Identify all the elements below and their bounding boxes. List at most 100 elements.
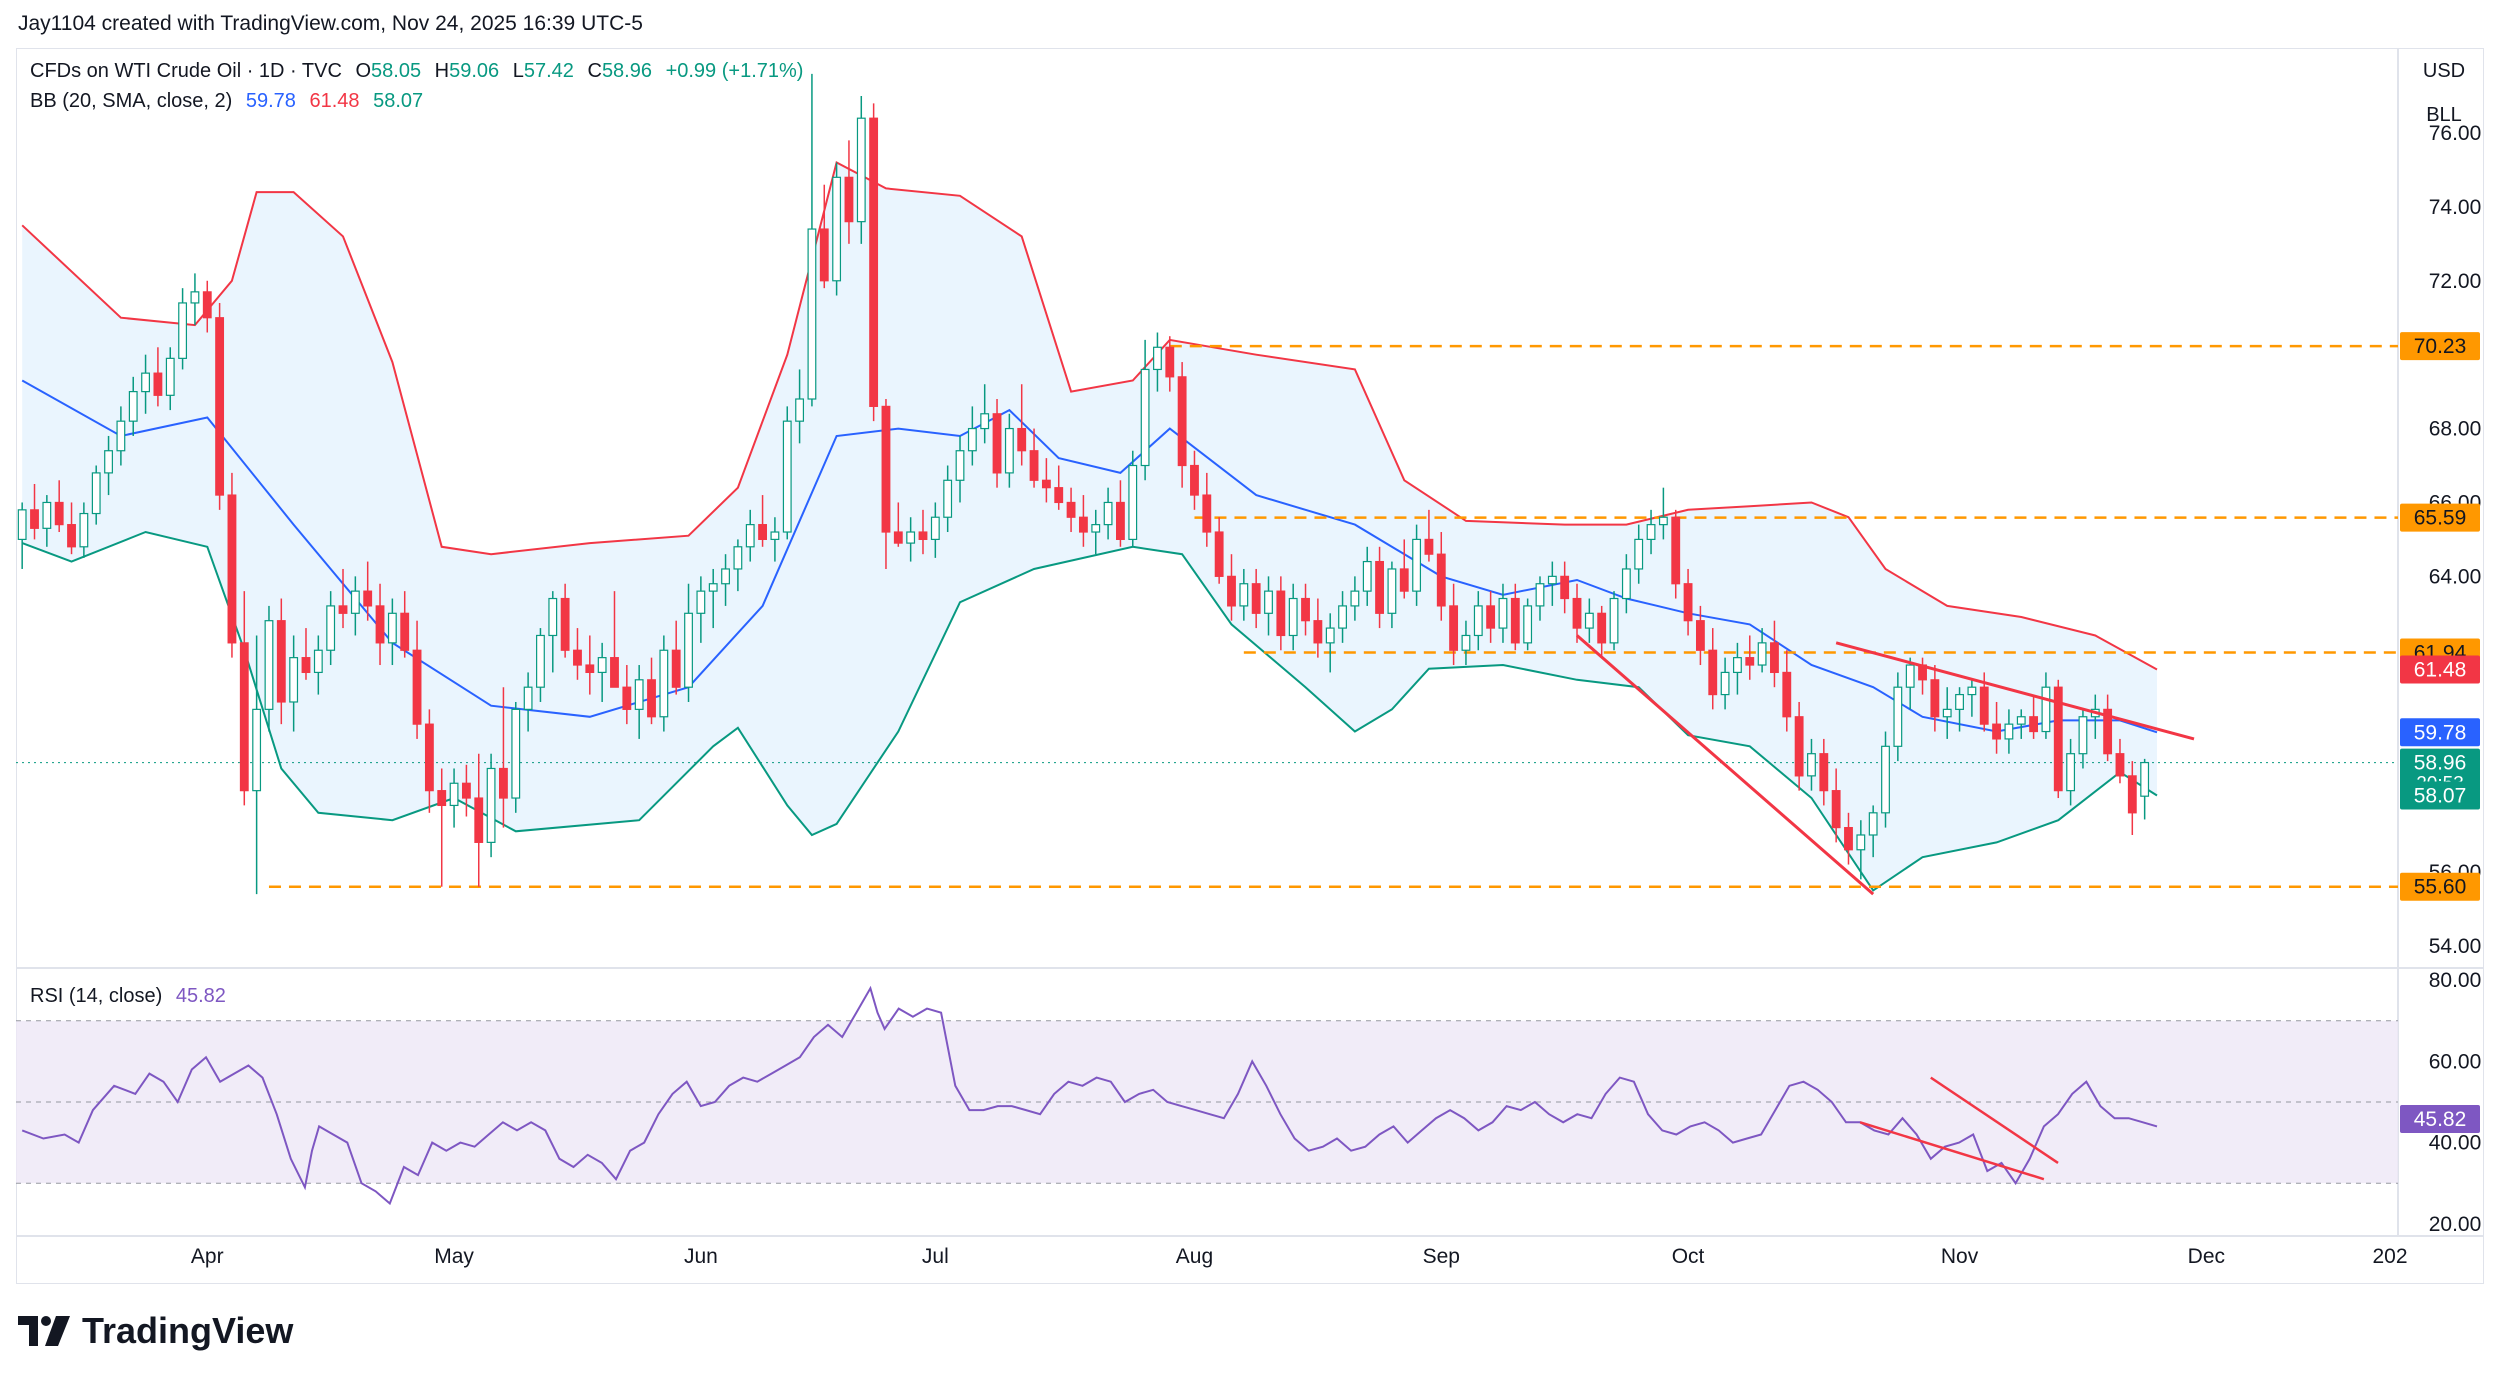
candle-body[interactable]: [1362, 560, 1372, 592]
candle-body[interactable]: [1560, 575, 1570, 600]
candle-body[interactable]: [486, 767, 496, 843]
candle-body[interactable]: [1992, 723, 2001, 740]
candle-body[interactable]: [1140, 368, 1150, 467]
candle-body[interactable]: [1017, 427, 1027, 452]
candle-body[interactable]: [128, 391, 138, 422]
candle-body[interactable]: [1473, 605, 1483, 637]
candle-body[interactable]: [1399, 568, 1409, 592]
candle-body[interactable]: [1387, 568, 1397, 614]
rsi-label[interactable]: RSI (14, close): [30, 985, 163, 1007]
candle-body[interactable]: [1955, 693, 1964, 710]
candle-body[interactable]: [622, 686, 632, 710]
candle-body[interactable]: [202, 291, 212, 319]
candle-body[interactable]: [215, 317, 225, 496]
candle-body[interactable]: [1856, 834, 1866, 851]
candle-body[interactable]: [2140, 761, 2150, 797]
candle-body[interactable]: [1116, 501, 1125, 541]
candle-body[interactable]: [2029, 716, 2039, 733]
candle-body[interactable]: [91, 472, 101, 515]
candle-body[interactable]: [708, 583, 718, 592]
candle-body[interactable]: [1128, 464, 1138, 541]
candle-body[interactable]: [795, 398, 805, 422]
candle-body[interactable]: [1807, 753, 1816, 777]
candle-body[interactable]: [1733, 657, 1742, 674]
candle-body[interactable]: [2016, 716, 2026, 725]
candle-body[interactable]: [2115, 753, 2125, 777]
candle-body[interactable]: [782, 420, 792, 533]
candle-body[interactable]: [1338, 605, 1347, 629]
candle-body[interactable]: [1597, 612, 1607, 644]
candle-body[interactable]: [671, 649, 681, 688]
candle-body[interactable]: [647, 679, 656, 718]
rsi-trendline-1[interactable]: [1930, 1076, 2059, 1164]
candle-body[interactable]: [1412, 538, 1422, 592]
candle-body[interactable]: [980, 413, 990, 430]
candle-body[interactable]: [2041, 686, 2051, 733]
candle-body[interactable]: [1683, 583, 1693, 622]
candle-body[interactable]: [1251, 583, 1261, 614]
candle-body[interactable]: [881, 405, 891, 533]
candle-body[interactable]: [190, 291, 200, 304]
candle-body[interactable]: [1054, 487, 1064, 504]
candle-body[interactable]: [1276, 590, 1286, 637]
candle-body[interactable]: [906, 531, 916, 544]
candle-body[interactable]: [955, 450, 965, 481]
candle-body[interactable]: [1658, 516, 1668, 526]
candle-body[interactable]: [2127, 775, 2137, 814]
candle-body[interactable]: [424, 723, 434, 792]
candle-body[interactable]: [1190, 464, 1199, 496]
candle-body[interactable]: [523, 686, 533, 710]
candle-body[interactable]: [869, 117, 879, 407]
candle-body[interactable]: [1572, 597, 1582, 629]
candle-body[interactable]: [696, 590, 706, 614]
bollinger-upper-line[interactable]: [21, 161, 2158, 671]
bollinger-basis-line[interactable]: [21, 379, 2158, 734]
candle-body[interactable]: [1671, 516, 1681, 585]
candle-body[interactable]: [2066, 753, 2076, 792]
candle-body[interactable]: [1214, 531, 1224, 577]
candle-body[interactable]: [733, 546, 743, 570]
candle-body[interactable]: [819, 228, 829, 282]
candle-body[interactable]: [375, 605, 385, 644]
candle-body[interactable]: [1498, 597, 1508, 629]
symbol-unit[interactable]: BLL: [2426, 104, 2462, 126]
candle-body[interactable]: [338, 605, 348, 614]
candle-body[interactable]: [1770, 642, 1779, 674]
candle-body[interactable]: [104, 450, 113, 474]
candle-body[interactable]: [659, 649, 669, 718]
candle-body[interactable]: [1066, 501, 1076, 518]
candle-body[interactable]: [1424, 538, 1434, 555]
candle-body[interactable]: [1942, 708, 1952, 718]
candle-body[interactable]: [141, 372, 150, 393]
candle-body[interactable]: [1375, 560, 1384, 614]
candle-body[interactable]: [2053, 686, 2063, 792]
candle-body[interactable]: [1905, 664, 1915, 688]
bb-label[interactable]: BB (20, SMA, close, 2): [30, 90, 233, 112]
candle-body[interactable]: [548, 597, 558, 637]
candle-body[interactable]: [832, 176, 842, 282]
candle-body[interactable]: [992, 413, 1002, 474]
candle-body[interactable]: [684, 612, 693, 688]
candle-body[interactable]: [326, 605, 336, 651]
candle-body[interactable]: [1634, 538, 1644, 570]
candle-body[interactable]: [1153, 346, 1162, 371]
candle-body[interactable]: [1868, 812, 1878, 836]
candle-body[interactable]: [807, 228, 817, 400]
candle-body[interactable]: [856, 117, 866, 223]
bollinger-lower-line[interactable]: [21, 530, 2158, 892]
candle-body[interactable]: [893, 531, 903, 544]
currency-unit[interactable]: USD: [2422, 60, 2466, 82]
candle-body[interactable]: [1523, 605, 1533, 644]
candle-body[interactable]: [400, 612, 410, 651]
candle-body[interactable]: [1202, 494, 1212, 533]
candle-body[interactable]: [2103, 708, 2113, 755]
candle-body[interactable]: [1584, 612, 1594, 629]
candle-body[interactable]: [165, 357, 175, 396]
price-trendline-2[interactable]: [1835, 641, 2195, 741]
candle-body[interactable]: [1103, 501, 1113, 526]
candle-body[interactable]: [610, 657, 619, 688]
candle-body[interactable]: [511, 708, 521, 799]
candle-body[interactable]: [1881, 745, 1890, 814]
candle-body[interactable]: [943, 479, 953, 518]
